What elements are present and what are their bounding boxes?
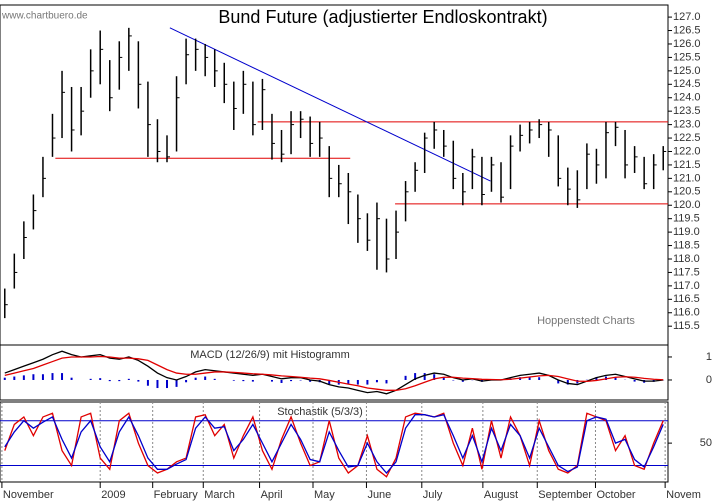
y-tick-label: 124.5 bbox=[673, 78, 701, 90]
x-tick-label: July bbox=[423, 489, 443, 501]
y-tick-label: 119.5 bbox=[673, 213, 700, 225]
source: Hoppenstedt Charts bbox=[537, 315, 635, 327]
y-tick-label: 123.5 bbox=[673, 105, 701, 117]
chart-title: Bund Future (adjustierter Endloskontrakt… bbox=[218, 7, 547, 27]
x-tick-label: June bbox=[367, 489, 391, 501]
indicator-line bbox=[4, 413, 664, 475]
x-tick-label: August bbox=[484, 489, 518, 501]
x-tick-label: April bbox=[261, 489, 283, 501]
x-tick-label: November bbox=[3, 489, 54, 501]
y-tick-label: 0 bbox=[706, 374, 712, 386]
watermark: www.chartbuero.de bbox=[1, 11, 88, 22]
x-tick-label: September bbox=[538, 489, 592, 501]
x-tick-label: February bbox=[154, 489, 199, 501]
indicator-line bbox=[4, 412, 664, 478]
indicator-line bbox=[4, 355, 664, 391]
y-tick-label: 125.5 bbox=[673, 51, 701, 63]
x-tick-label: May bbox=[314, 489, 335, 501]
y-tick-label: 120.0 bbox=[673, 199, 701, 211]
y-tick-label: 118.0 bbox=[673, 253, 700, 265]
indicator-line bbox=[4, 350, 664, 395]
trend-line bbox=[169, 27, 491, 182]
y-tick-label: 125.0 bbox=[673, 65, 701, 77]
y-tick-label: 118.5 bbox=[673, 239, 700, 251]
y-tick-label: 127.0 bbox=[673, 11, 701, 23]
y-tick-label: 121.0 bbox=[673, 172, 701, 184]
y-tick-label: 117.0 bbox=[673, 280, 700, 292]
x-tick-label: March bbox=[204, 489, 235, 501]
y-tick-label: 123.0 bbox=[673, 119, 701, 131]
y-tick-label: 115.5 bbox=[673, 320, 700, 332]
y-tick-label: 117.5 bbox=[673, 266, 700, 278]
y-tick-label: 122.5 bbox=[673, 132, 701, 144]
x-tick-label: 2009 bbox=[101, 489, 125, 501]
y-tick-label: 119.0 bbox=[673, 226, 700, 238]
y-tick-label: 120.5 bbox=[673, 186, 701, 198]
y-tick-label: 122.0 bbox=[673, 145, 701, 157]
panel-title: Stochastik (5/3/3) bbox=[277, 406, 363, 418]
panel-frame bbox=[0, 344, 669, 401]
y-tick-label: 126.0 bbox=[673, 38, 701, 50]
x-tick-label: October bbox=[596, 489, 635, 501]
y-tick-label: 124.0 bbox=[673, 92, 701, 104]
y-tick-label: 116.5 bbox=[673, 293, 700, 305]
x-tick-label: Novem bbox=[666, 489, 701, 501]
y-tick-label: 1 bbox=[706, 351, 712, 363]
y-tick-label: 121.5 bbox=[673, 159, 701, 171]
y-tick-label: 116.0 bbox=[673, 307, 700, 319]
panel-title: MACD (12/26/9) mit Histogramm bbox=[190, 349, 350, 361]
y-tick-label: 50 bbox=[700, 437, 712, 449]
y-tick-label: 126.5 bbox=[673, 24, 701, 36]
panel-frame bbox=[0, 401, 669, 483]
